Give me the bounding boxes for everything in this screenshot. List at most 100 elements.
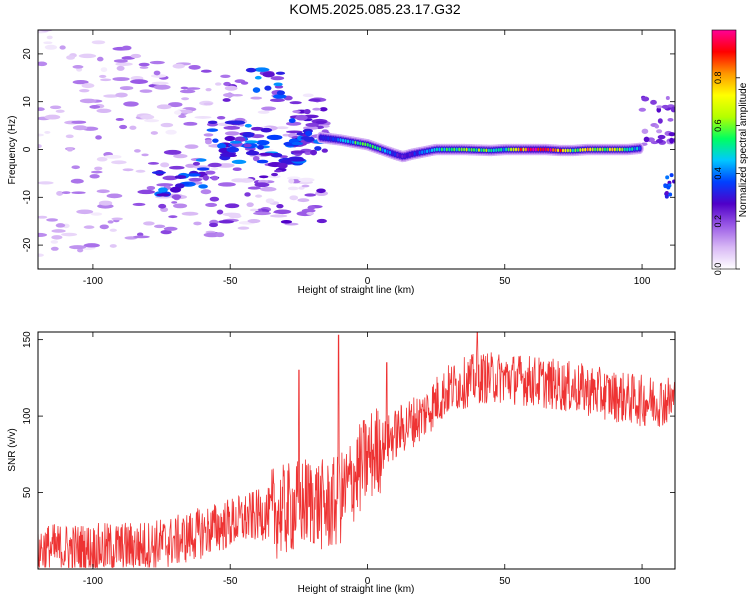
heatmap-blob — [666, 185, 671, 190]
heatmap-blob — [163, 149, 182, 155]
heatmap-ridge-cell — [438, 147, 441, 152]
heatmap-blob — [165, 129, 177, 135]
heatmap-blob — [193, 221, 202, 226]
heatmap-ridge-cell — [542, 147, 545, 152]
heatmap-ridge-cell — [574, 148, 577, 153]
heatmap-ridge-cell — [376, 146, 379, 151]
heatmap-blob — [177, 109, 194, 114]
heatmap-blob — [180, 86, 189, 90]
heatmap-blob — [38, 253, 44, 257]
heatmap-blob — [46, 218, 59, 222]
heatmap-blob — [232, 120, 246, 125]
heatmap-blob — [184, 144, 199, 149]
heatmap-ridge-cell — [477, 148, 480, 152]
heatmap-blob — [130, 53, 142, 59]
heatmap-blob — [257, 110, 270, 114]
heatmap-blob — [293, 158, 306, 162]
heatmap-blob — [297, 198, 310, 203]
heatmap-blob — [156, 193, 170, 197]
heatmap-blob — [232, 167, 242, 171]
heatmap-ridge-cell — [431, 148, 434, 153]
heatmap-blob — [209, 196, 220, 202]
heatmap-blob — [38, 133, 45, 137]
heatmap-blob — [96, 108, 112, 113]
heatmap-ridge-cell — [413, 151, 416, 156]
heatmap-blob — [109, 244, 117, 248]
heatmap-blob — [195, 158, 207, 162]
y-tick-label: 20 — [22, 48, 33, 60]
heatmap-blob — [151, 81, 169, 85]
x-tick-label: 0 — [365, 276, 371, 287]
heatmap-blob — [257, 144, 265, 150]
heatmap-ridge-cell — [366, 143, 369, 147]
heatmap-blob — [287, 186, 299, 191]
heatmap-ridge-cell — [381, 148, 384, 152]
heatmap-blob — [245, 67, 257, 73]
heatmap-blob — [79, 88, 90, 93]
heatmap-ridge-cell — [557, 148, 560, 153]
heatmap-blob — [141, 153, 149, 157]
heatmap-blob — [135, 169, 146, 173]
heatmap-blob — [275, 71, 286, 75]
heatmap-blob — [288, 118, 296, 124]
heatmap-ridge-cell — [636, 146, 639, 151]
heatmap-blob — [119, 124, 128, 130]
heatmap-ridge-cell — [603, 147, 606, 152]
heatmap-blob — [234, 136, 246, 142]
heatmap-blob — [260, 186, 277, 192]
heatmap-blob — [262, 71, 275, 78]
colorbar-tick-label: 0.0 — [713, 263, 723, 276]
x-tick-label: 0 — [365, 576, 371, 587]
heatmap-blob — [38, 107, 45, 112]
heatmap-ridge-cell — [596, 147, 599, 152]
heatmap-blob — [153, 224, 166, 229]
heatmap-ridge-cell — [628, 147, 631, 152]
x-tick-label: 50 — [499, 276, 511, 287]
heatmap-blob — [276, 204, 284, 209]
heatmap-blob — [38, 181, 54, 185]
heatmap-blob — [667, 117, 674, 122]
heatmap-blob — [259, 152, 274, 156]
heatmap-blob — [122, 168, 134, 172]
colorbar-label: Normalized spectral amplitude — [738, 82, 749, 217]
heatmap-blob — [140, 114, 155, 120]
snr-y-axis: 50 100 150 — [22, 331, 675, 498]
heatmap-blob — [247, 186, 261, 190]
heatmap-blob — [251, 126, 264, 131]
snr-x-axis: -100 -50 0 50 100 — [83, 332, 651, 587]
heatmap-ridge-cell — [586, 147, 589, 152]
heatmap-blob — [183, 121, 198, 126]
heatmap-blob — [44, 44, 58, 50]
heatmap-blob — [115, 92, 128, 98]
heatmap-ridge-cell — [502, 147, 505, 152]
heatmap-ridge-cell — [584, 147, 587, 152]
heatmap-blob — [104, 154, 122, 159]
heatmap-blob — [72, 65, 84, 69]
heatmap-ridge-cell — [569, 148, 572, 153]
heatmap-ridge-cell — [423, 149, 426, 154]
heatmap-ridge-cell — [599, 147, 602, 152]
heatmap-ridge-cell — [453, 147, 456, 152]
heatmap-blob — [661, 104, 669, 109]
heatmap-blob — [280, 219, 293, 224]
y-tick-label: -20 — [22, 237, 33, 252]
heatmap-blob — [49, 105, 62, 110]
heatmap-blob — [252, 156, 260, 162]
heatmap-blob — [182, 182, 190, 186]
heatmap-blob — [247, 218, 261, 224]
heatmap-blob — [669, 137, 674, 144]
heatmap-blob — [654, 124, 660, 129]
heatmap-ridge-cell — [398, 153, 401, 158]
heatmap-ridge-cell — [443, 147, 446, 152]
heatmap-blob — [310, 149, 318, 156]
heatmap-blob — [231, 159, 247, 165]
heatmap-ridge-cell — [334, 137, 337, 142]
heatmap-blob — [256, 140, 270, 146]
heatmap-ridge-cell — [470, 147, 473, 152]
heatmap-blob — [188, 177, 203, 182]
heatmap-ridge-cell — [544, 147, 547, 152]
heatmap-blob — [38, 215, 48, 219]
heatmap-blob — [222, 98, 231, 102]
heatmap-blob — [289, 101, 302, 105]
heatmap-ridge-cell — [480, 148, 483, 152]
